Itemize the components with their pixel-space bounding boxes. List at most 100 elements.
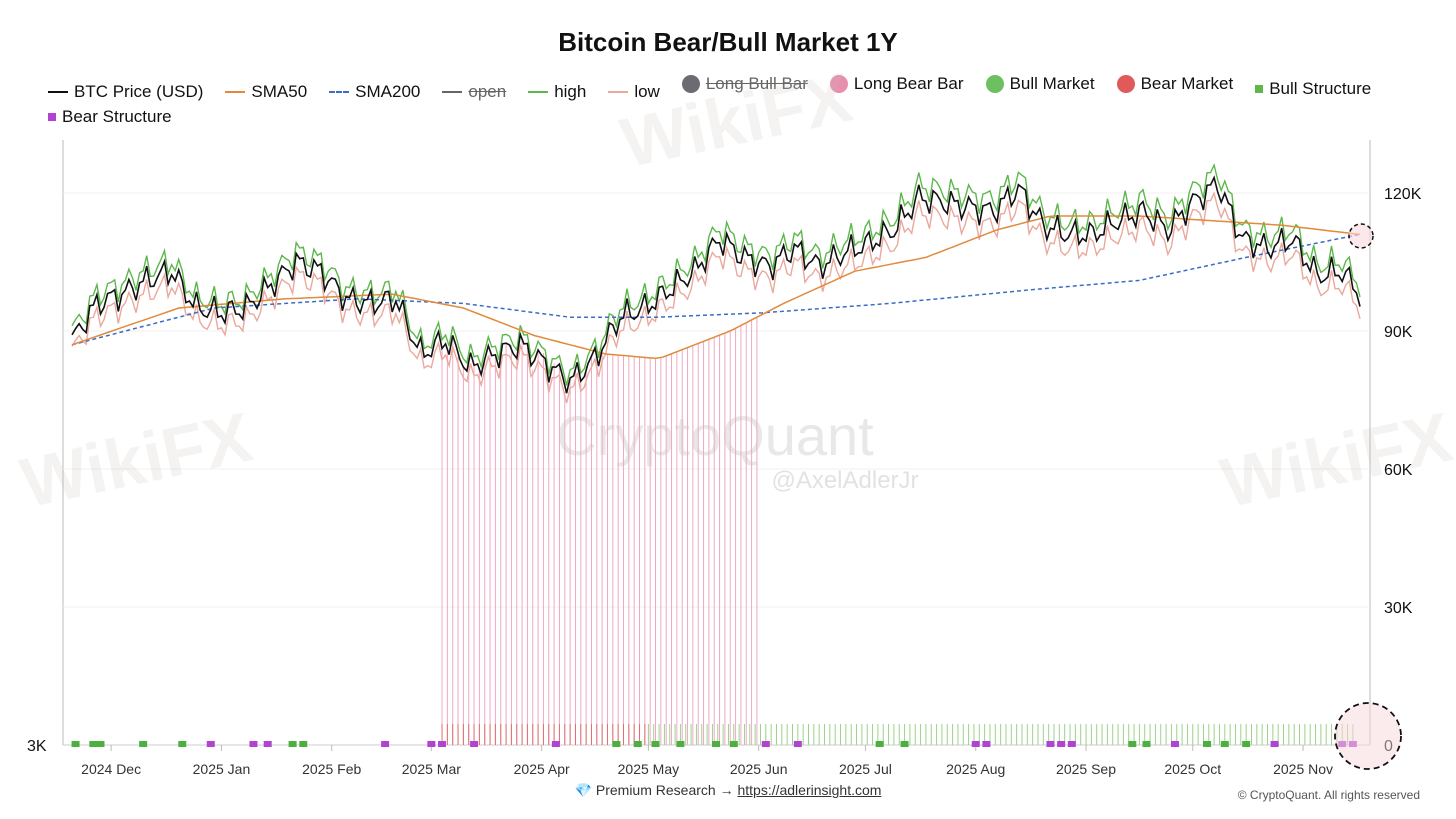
bear-structure-marker [971,741,980,747]
bear-structure-marker [427,741,436,747]
x-tick-label: 2025 Sep [1056,761,1116,777]
legend-item-low[interactable]: low [608,80,660,104]
bull-structure-marker [1203,741,1212,747]
bull-structure-marker [633,741,642,747]
bear-structure-marker [438,741,447,747]
legend-swatch [681,75,700,93]
legend-swatch [442,91,463,93]
x-tick-label: 2025 Nov [1273,761,1333,777]
bull-structure-marker [299,741,308,747]
bull-structure-marker [89,741,98,747]
y-tick-label: 30K [1384,600,1413,617]
legend-item-long-bear-bar[interactable]: Long Bear Bar [829,72,964,96]
legend-swatch [829,75,848,93]
bear-structure-marker [761,741,770,747]
legend-item-open[interactable]: open [442,80,506,104]
legend-label: Long Bear Bar [853,74,964,93]
footer-text: Premium Research → [595,782,738,798]
legend-swatch [1255,85,1264,93]
bear-structure-marker [1046,741,1055,747]
legend-item-sma200[interactable]: SMA200 [329,80,420,104]
legend-item-bull-market[interactable]: Bull Market [985,72,1095,96]
watermark-handle: @AxelAdlerJr [771,467,918,494]
bear-structure-marker [551,741,560,747]
bear-structure-marker [381,741,390,747]
y-tick-label: 120K [1384,186,1422,203]
legend: BTC Price (USD) SMA50 SMA200 open high low Lon… [48,72,1448,129]
legend-item-long-bull-bar[interactable]: Long Bull Bar [681,72,808,96]
watermark-cryptoquant: CryptoQuant [556,404,874,467]
bear-structure-marker [982,741,991,747]
x-tick-label: 2025 Jul [839,761,892,777]
gem-icon: 💎 [574,782,592,798]
y-tick-label: 90K [1384,324,1413,341]
legend-item-bear-structure[interactable]: Bear Structure [48,105,172,129]
bear-structure-marker [249,741,258,747]
bear-structure-marker [470,741,479,747]
bull-structure-marker [651,741,660,747]
x-tick-label: 2025 Feb [302,761,361,777]
footer: 💎 Premium Research → https://adlerinsigh… [0,782,1456,799]
bear-structure-marker [1170,741,1179,747]
x-tick-label: 2025 May [618,761,679,777]
bull-structure-marker [71,741,80,747]
legend-item-sma50[interactable]: SMA50 [225,80,307,104]
legend-label: low [634,82,660,101]
legend-swatch [329,91,350,93]
bull-structure-marker [1242,741,1251,747]
legend-label: high [554,82,587,101]
copyright: © CryptoQuant. All rights reserved [1237,788,1420,802]
x-tick-label: 2025 Aug [946,761,1005,777]
bull-structure-marker [1142,741,1151,747]
bull-structure-marker [612,741,621,747]
x-tick-label: 2025 Jan [193,761,251,777]
bull-structure-marker [96,741,105,747]
sma50-line [71,215,1361,360]
x-tick-label: 2025 Jun [730,761,788,777]
sma200-line [71,233,1361,346]
legend-label: BTC Price (USD) [74,82,204,101]
low-line [71,191,1361,404]
legend-swatch [528,91,549,93]
bull-structure-marker [139,741,148,747]
legend-item-btc-price-usd-[interactable]: BTC Price (USD) [48,80,203,104]
legend-item-bull-structure[interactable]: Bull Structure [1255,77,1371,101]
legend-label: SMA200 [355,82,421,101]
bull-structure-marker [1128,741,1137,747]
legend-label: Long Bull Bar [705,74,808,93]
x-tick-label: 2025 Oct [1164,761,1221,777]
bear-structure-marker [1067,741,1076,747]
legend-swatch [225,91,246,93]
legend-label: open [468,82,507,101]
legend-label: SMA50 [251,82,308,101]
bear-structure-marker [793,741,802,747]
legend-item-bear-market[interactable]: Bear Market [1116,72,1234,96]
footer-link[interactable]: https://adlerinsight.com [737,782,882,798]
bear-structure-marker [263,741,272,747]
legend-item-high[interactable]: high [528,80,586,104]
highlight-circle-bottom [1334,702,1402,770]
legend-label: Bear Market [1140,74,1234,93]
bull-structure-marker [900,741,909,747]
high-line [71,163,1361,386]
legend-label: Bull Market [1009,74,1095,93]
bull-structure-marker [729,741,738,747]
bull-structure-marker [875,741,884,747]
bull-structure-marker [712,741,720,747]
legend-swatch [48,113,56,121]
y-left-label: 3K [27,738,47,755]
btc-price-line [71,175,1361,394]
x-tick-label: 2024 Dec [81,761,141,777]
chart-title: Bitcoin Bear/Bull Market 1Y [558,27,898,57]
legend-swatch [1116,75,1135,93]
y-tick-label: 60K [1384,462,1413,479]
bull-structure-marker [1220,741,1229,747]
bull-structure-marker [676,741,685,747]
bear-structure-marker [206,741,215,747]
bull-structure-marker [178,741,187,747]
legend-label: Bear Structure [62,107,172,126]
legend-swatch [985,75,1004,93]
legend-label: Bull Structure [1269,79,1372,98]
bear-structure-marker [1270,741,1279,747]
